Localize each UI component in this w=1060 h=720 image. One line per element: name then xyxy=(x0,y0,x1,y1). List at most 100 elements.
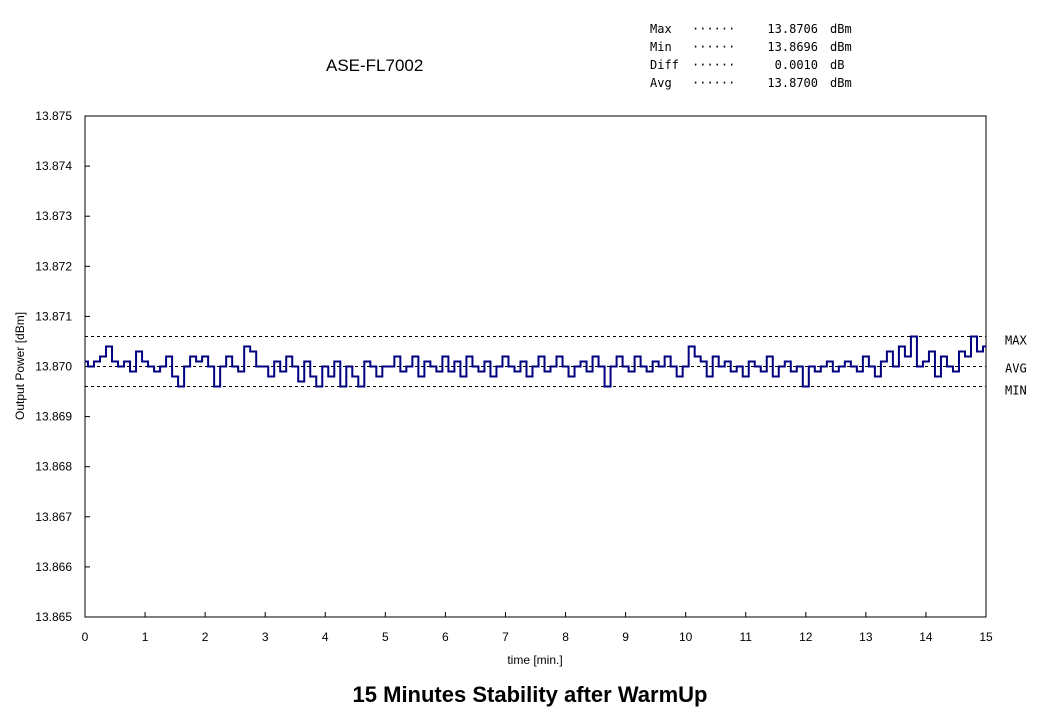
data-point xyxy=(745,376,747,378)
data-point xyxy=(793,371,795,373)
data-point xyxy=(144,360,146,362)
y-tick-label: 13.870 xyxy=(35,360,72,374)
data-point xyxy=(276,360,278,362)
data-point xyxy=(823,366,825,367)
y-tick-label: 13.873 xyxy=(35,209,72,223)
data-point xyxy=(294,366,296,367)
data-point xyxy=(468,355,470,357)
data-point xyxy=(246,345,248,347)
data-point xyxy=(601,366,603,367)
data-point xyxy=(408,366,410,367)
data-point xyxy=(198,360,200,362)
data-point xyxy=(414,355,416,357)
data-point xyxy=(336,360,338,362)
x-tick-label: 15 xyxy=(979,630,993,644)
reference-label-max: MAX xyxy=(1005,333,1027,347)
data-point xyxy=(210,366,212,367)
data-point xyxy=(679,376,681,378)
data-point xyxy=(691,345,693,347)
data-point xyxy=(631,371,633,373)
stat-avg: Avg ······ 13.8700 dBm xyxy=(650,74,852,92)
data-point xyxy=(252,350,254,352)
data-point xyxy=(853,366,855,367)
data-point xyxy=(288,355,290,357)
data-point xyxy=(258,366,260,367)
data-point xyxy=(390,366,392,367)
data-point xyxy=(384,366,386,367)
data-point xyxy=(979,350,981,352)
data-point xyxy=(913,335,915,337)
data-point xyxy=(889,350,891,352)
y-axis-label: Output Power [dBm] xyxy=(13,312,27,420)
data-point xyxy=(312,376,314,378)
data-point xyxy=(847,360,849,362)
data-point xyxy=(577,366,579,367)
stat-dots: ······ xyxy=(692,22,736,36)
stat-value: 13.8706 xyxy=(767,22,818,36)
data-point xyxy=(727,360,729,362)
data-point xyxy=(919,366,921,367)
data-point xyxy=(541,355,543,357)
x-tick-label: 3 xyxy=(262,630,269,644)
stat-unit: dBm xyxy=(830,76,852,90)
data-point xyxy=(402,371,404,373)
data-point xyxy=(961,350,963,352)
x-tick-label: 13 xyxy=(859,630,873,644)
data-point xyxy=(264,366,266,367)
data-point xyxy=(432,366,434,367)
data-point xyxy=(108,345,110,347)
data-point xyxy=(769,355,771,357)
y-tick-label: 13.866 xyxy=(35,560,72,574)
data-point xyxy=(955,371,957,373)
stat-label: Max xyxy=(650,22,672,36)
data-point xyxy=(270,376,272,378)
reference-label-avg: AVG xyxy=(1005,362,1027,376)
data-point xyxy=(330,376,332,378)
data-point xyxy=(114,360,116,362)
data-point xyxy=(907,355,909,357)
data-point xyxy=(84,360,86,362)
x-tick-label: 12 xyxy=(799,630,813,644)
data-point xyxy=(973,335,975,337)
stat-max: Max ······ 13.8706 dBm xyxy=(650,20,852,38)
data-point xyxy=(565,366,567,367)
data-point xyxy=(613,366,615,367)
data-point xyxy=(715,355,717,357)
data-point xyxy=(450,371,452,373)
x-tick-label: 11 xyxy=(739,630,752,644)
x-tick-label: 5 xyxy=(382,630,389,644)
x-tick-label: 7 xyxy=(502,630,509,644)
stat-label: Diff xyxy=(650,58,679,72)
data-point xyxy=(931,350,933,352)
data-point xyxy=(300,381,302,383)
data-point xyxy=(721,366,723,367)
x-tick-label: 9 xyxy=(622,630,629,644)
stat-value: 13.8696 xyxy=(767,40,818,54)
data-point xyxy=(661,366,663,367)
data-point xyxy=(378,376,380,378)
data-point xyxy=(685,366,687,367)
x-tick-label: 2 xyxy=(202,630,209,644)
data-point xyxy=(895,366,897,367)
x-tick-label: 6 xyxy=(442,630,449,644)
reference-label-min: MIN xyxy=(1005,384,1027,398)
data-point xyxy=(318,386,320,388)
data-point xyxy=(234,366,236,367)
data-point xyxy=(162,366,164,367)
data-point xyxy=(943,355,945,357)
data-point xyxy=(607,386,609,388)
data-point xyxy=(90,366,92,367)
data-point xyxy=(180,386,182,388)
stat-unit: dB xyxy=(830,58,845,72)
data-point xyxy=(96,360,98,362)
stat-unit: dBm xyxy=(830,40,852,54)
x-tick-label: 0 xyxy=(82,630,89,644)
y-tick-label: 13.869 xyxy=(35,410,72,424)
y-tick-label: 13.867 xyxy=(35,510,72,524)
data-point xyxy=(426,360,428,362)
data-point xyxy=(781,366,783,367)
data-point xyxy=(787,360,789,362)
data-point xyxy=(282,371,284,373)
stat-value: 13.8700 xyxy=(767,76,818,90)
data-point xyxy=(595,355,597,357)
